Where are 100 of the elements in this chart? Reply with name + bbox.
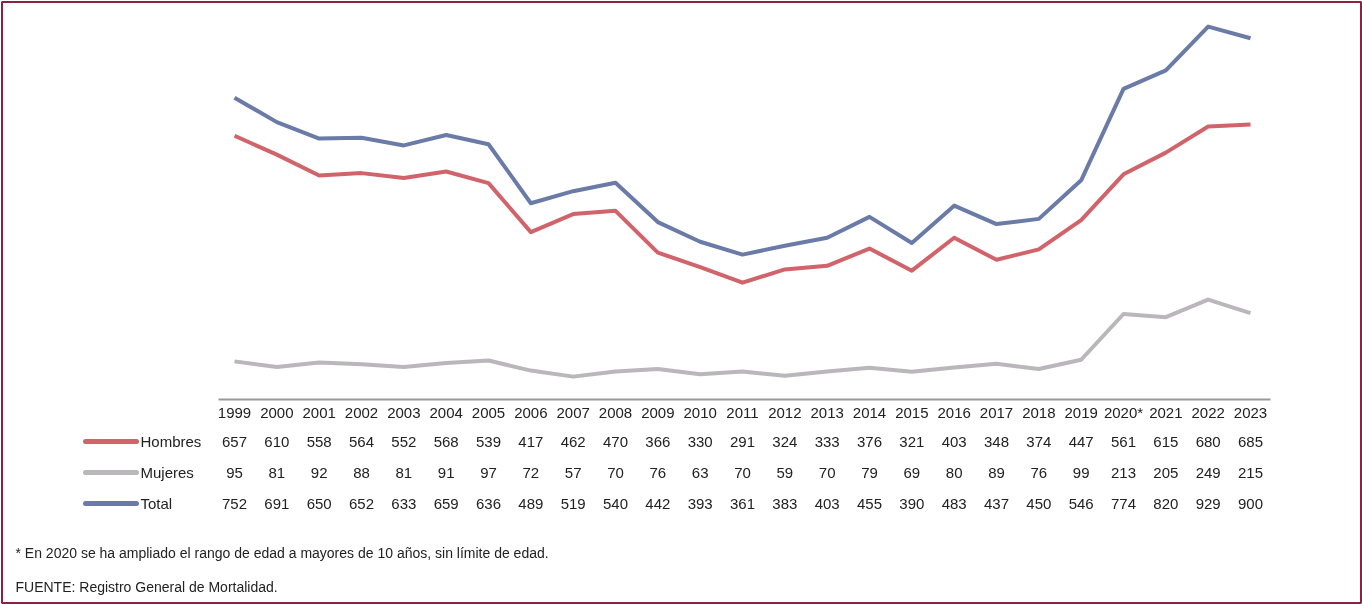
x-tick-label: 2023 bbox=[1233, 403, 1268, 421]
x-tick-label: 2003 bbox=[387, 403, 421, 421]
data-label: 361 bbox=[729, 494, 756, 512]
x-tick-label: 2015 bbox=[895, 403, 929, 421]
data-label: 929 bbox=[1195, 494, 1221, 512]
data-label: 205 bbox=[1153, 463, 1179, 481]
data-label: 366 bbox=[645, 432, 671, 450]
x-tick-label: 2019 bbox=[1064, 403, 1098, 421]
data-label: 519 bbox=[560, 494, 586, 512]
x-tick-label: 2004 bbox=[429, 403, 463, 421]
x-tick-label: 2022 bbox=[1191, 403, 1225, 421]
data-label: 539 bbox=[475, 432, 502, 450]
data-label: 70 bbox=[734, 463, 751, 481]
data-label: 615 bbox=[1153, 432, 1179, 450]
x-tick-label: 2017 bbox=[979, 403, 1014, 421]
data-label: 450 bbox=[1026, 494, 1052, 512]
x-tick-label: 2007 bbox=[556, 403, 590, 421]
x-tick-label: 2005 bbox=[471, 403, 506, 421]
data-label: 57 bbox=[564, 463, 582, 481]
data-label: 95 bbox=[226, 463, 243, 481]
source-note: FUENTE: Registro General de Mortalidad. bbox=[15, 578, 278, 595]
data-label: 72 bbox=[522, 463, 540, 481]
data-label: 652 bbox=[348, 494, 375, 512]
x-tick-label: 2002 bbox=[344, 403, 379, 421]
x-tick-label: 2013 bbox=[810, 403, 844, 421]
x-tick-label: 2008 bbox=[598, 403, 633, 421]
data-label: 403 bbox=[941, 432, 967, 450]
data-label: 462 bbox=[560, 432, 586, 450]
x-tick-label: 2012 bbox=[768, 403, 802, 421]
data-label: 685 bbox=[1237, 432, 1264, 450]
data-label: 80 bbox=[945, 463, 963, 481]
data-label: 558 bbox=[306, 432, 332, 450]
data-label: 374 bbox=[1026, 432, 1052, 450]
data-label: 213 bbox=[1110, 463, 1137, 481]
data-label: 650 bbox=[306, 494, 332, 512]
data-label: 752 bbox=[221, 494, 248, 512]
data-label: 774 bbox=[1110, 494, 1137, 512]
data-label: 324 bbox=[772, 432, 798, 450]
data-label: 447 bbox=[1068, 432, 1094, 450]
data-label: 348 bbox=[983, 432, 1010, 450]
data-label: 99 bbox=[1072, 463, 1090, 481]
x-tick-label: 2020* bbox=[1103, 404, 1144, 421]
data-label: 680 bbox=[1195, 432, 1221, 450]
legend-label: Hombres bbox=[140, 433, 202, 450]
data-label: 76 bbox=[649, 463, 667, 481]
data-label: 81 bbox=[268, 463, 286, 481]
data-label: 383 bbox=[772, 494, 798, 512]
data-label: 403 bbox=[814, 494, 840, 512]
data-label: 417 bbox=[518, 432, 544, 450]
x-tick-label: 2018 bbox=[1022, 403, 1056, 421]
x-tick-label: 2016 bbox=[937, 403, 971, 421]
data-label: 333 bbox=[814, 432, 840, 450]
text: * En 2020 se ha ampliado el rango de edad a mayores de 10 años, sin límite de edad. bbox=[15, 544, 549, 561]
data-label: 568 bbox=[433, 432, 459, 450]
x-tick-label: 2006 bbox=[514, 403, 548, 421]
data-label: 330 bbox=[687, 432, 713, 450]
data-label: 321 bbox=[899, 432, 925, 450]
data-label: 88 bbox=[353, 463, 370, 481]
data-label: 489 bbox=[518, 494, 544, 512]
data-label: 70 bbox=[818, 463, 836, 481]
legend-label: Mujeres bbox=[140, 464, 194, 481]
data-label: 820 bbox=[1153, 494, 1179, 512]
x-tick-label: 1999 bbox=[217, 403, 252, 421]
data-label: 636 bbox=[475, 494, 502, 512]
data-label: 561 bbox=[1110, 432, 1137, 450]
data-label: 89 bbox=[988, 463, 1005, 481]
x-tick-label: 2000 bbox=[260, 403, 294, 421]
data-label: 470 bbox=[602, 432, 629, 450]
x-tick-label: 2009 bbox=[641, 403, 675, 421]
data-label: 437 bbox=[983, 494, 1010, 512]
data-label: 70 bbox=[607, 463, 624, 481]
data-label: 91 bbox=[437, 463, 455, 481]
data-label: 63 bbox=[691, 463, 709, 481]
x-tick-label: 2021 bbox=[1149, 403, 1183, 421]
data-label: 291 bbox=[729, 432, 756, 450]
data-label: 546 bbox=[1068, 494, 1094, 512]
data-label: 97 bbox=[480, 463, 497, 481]
data-label: 633 bbox=[391, 494, 417, 512]
data-label: 483 bbox=[941, 494, 967, 512]
data-label: 610 bbox=[264, 432, 290, 450]
data-label: 540 bbox=[602, 494, 629, 512]
legend-label: Total bbox=[140, 495, 173, 512]
data-label: 393 bbox=[687, 494, 713, 512]
x-tick-label: 2001 bbox=[302, 403, 336, 421]
data-label: 69 bbox=[903, 463, 921, 481]
data-label: 442 bbox=[645, 494, 671, 512]
data-label: 76 bbox=[1030, 463, 1048, 481]
data-label: 215 bbox=[1237, 463, 1264, 481]
data-label: 376 bbox=[856, 432, 883, 450]
x-tick-label: 2010 bbox=[683, 403, 717, 421]
data-label: 659 bbox=[433, 494, 459, 512]
data-label: 564 bbox=[348, 432, 375, 450]
data-label: 900 bbox=[1237, 494, 1264, 512]
x-tick-label: 2011 bbox=[726, 403, 759, 421]
data-label: 657 bbox=[221, 432, 248, 450]
data-label: 691 bbox=[264, 494, 290, 512]
data-label: 59 bbox=[776, 463, 794, 481]
x-tick-label: 2014 bbox=[852, 403, 887, 421]
data-label: 92 bbox=[310, 463, 328, 481]
data-label: 81 bbox=[395, 463, 413, 481]
